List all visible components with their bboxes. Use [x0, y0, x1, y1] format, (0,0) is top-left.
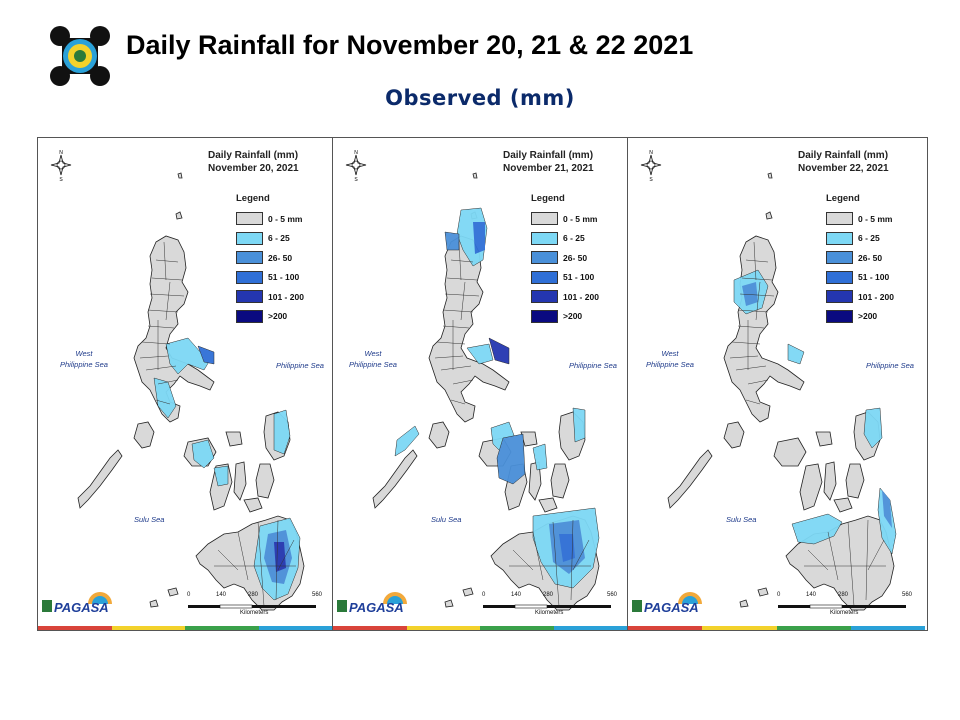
legend-item: 6 - 25 — [531, 229, 599, 249]
legend-item: >200 — [826, 307, 894, 327]
legend-item: 101 - 200 — [236, 287, 304, 307]
legend-item: 26- 50 — [236, 248, 304, 268]
legend-item: 0 - 5 mm — [531, 209, 599, 229]
philippines-map — [372, 172, 600, 611]
philippines-map — [667, 172, 897, 611]
legend-item: 26- 50 — [531, 248, 599, 268]
rainfall-map-nov20: N S Daily Rainfall (mm) November 20, 202… — [38, 138, 333, 630]
panel-title: Daily Rainfall (mm) November 21, 2021 — [503, 150, 594, 174]
map-legend: Legend 0 - 5 mm 6 - 25 26- 50 51 - 100 1… — [236, 193, 304, 326]
map-panels: N S Daily Rainfall (mm) November 20, 202… — [37, 137, 928, 631]
svg-text:S: S — [649, 177, 653, 182]
sea-label-west: West Philippine Sea — [646, 349, 694, 369]
sea-label-sulu: Sulu Sea — [431, 515, 462, 524]
svg-text:N: N — [649, 150, 653, 156]
pagasa-logo: PAGASA — [335, 590, 415, 625]
legend-item: 101 - 200 — [531, 287, 599, 307]
legend-item: 101 - 200 — [826, 287, 894, 307]
sea-label-west: West Philippine Sea — [60, 349, 108, 369]
legend-item: 6 - 25 — [236, 229, 304, 249]
dost-pagasa-logo — [48, 24, 112, 88]
pagasa-logo: PAGASA — [40, 590, 120, 625]
page-subtitle: Observed (mm) — [385, 86, 575, 110]
legend-title: Legend — [531, 193, 565, 204]
legend-item: >200 — [531, 307, 599, 327]
sea-label-west: West Philippine Sea — [349, 349, 397, 369]
rainfall-map-nov22: N S Daily Rainfall (mm) November 22, 202… — [628, 138, 925, 630]
philippines-map — [77, 172, 305, 611]
svg-text:N: N — [354, 150, 358, 156]
legend-title: Legend — [826, 193, 860, 204]
svg-text:S: S — [354, 177, 358, 182]
sea-label-sulu: Sulu Sea — [726, 515, 757, 524]
pagasa-logo: PAGASA — [630, 590, 710, 625]
svg-text:N: N — [59, 150, 63, 156]
sea-label-east: Philippine Sea — [866, 361, 914, 370]
sea-label-sulu: Sulu Sea — [134, 515, 165, 524]
rainfall-map-nov21: N S Daily Rainfall (mm) November 21, 202… — [333, 138, 628, 630]
svg-text:S: S — [59, 177, 63, 182]
north-arrow-icon: N S — [640, 148, 662, 187]
color-strip — [333, 626, 627, 630]
scale-bar: 0 140 280 560 Kilometers — [187, 592, 323, 616]
sea-label-east: Philippine Sea — [569, 361, 617, 370]
color-strip — [38, 626, 332, 630]
page-title: Daily Rainfall for November 20, 21 & 22 … — [126, 30, 694, 60]
north-arrow-icon: N S — [345, 148, 367, 187]
panel-title: Daily Rainfall (mm) November 20, 2021 — [208, 150, 299, 174]
legend-item: 26- 50 — [826, 248, 894, 268]
legend-item: 51 - 100 — [236, 268, 304, 288]
scale-bar: 0 140 280 560 Kilometers — [482, 592, 618, 616]
legend-item: >200 — [236, 307, 304, 327]
scale-bar: 0 140 280 560 Kilometers — [777, 592, 913, 616]
legend-item: 0 - 5 mm — [826, 209, 894, 229]
legend-item: 0 - 5 mm — [236, 209, 304, 229]
legend-item: 51 - 100 — [531, 268, 599, 288]
north-arrow-icon: N S — [50, 148, 72, 187]
legend-item: 51 - 100 — [826, 268, 894, 288]
legend-item: 6 - 25 — [826, 229, 894, 249]
panel-title: Daily Rainfall (mm) November 22, 2021 — [798, 150, 889, 174]
map-legend: Legend 0 - 5 mm 6 - 25 26- 50 51 - 100 1… — [531, 193, 599, 326]
map-legend: Legend 0 - 5 mm 6 - 25 26- 50 51 - 100 1… — [826, 193, 894, 326]
legend-title: Legend — [236, 193, 270, 204]
sea-label-east: Philippine Sea — [276, 361, 324, 370]
color-strip — [628, 626, 925, 630]
